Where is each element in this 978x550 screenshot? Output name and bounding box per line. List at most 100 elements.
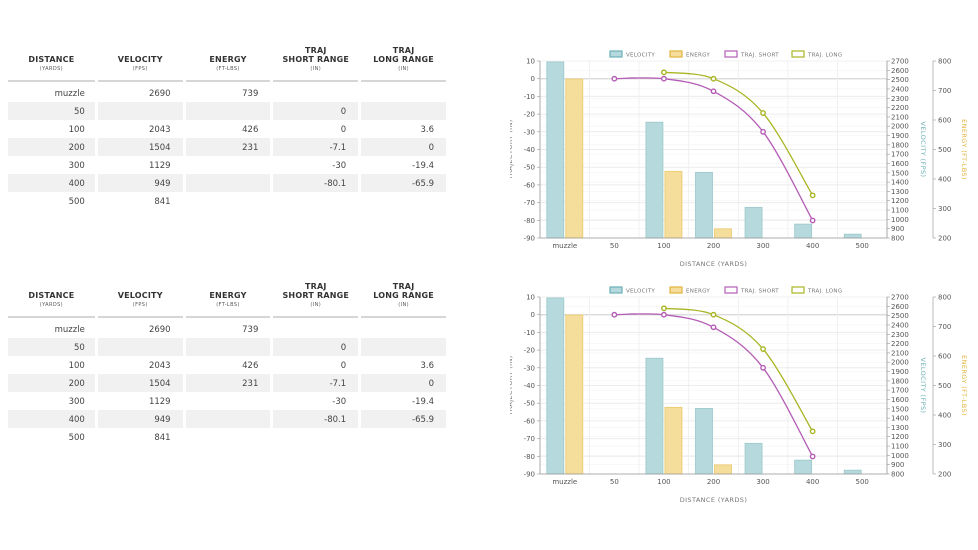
traj-short-point (710, 324, 717, 331)
table-cell (273, 318, 358, 338)
y-tick-label: 0 (531, 311, 535, 319)
velocity-bar (843, 233, 862, 239)
y2-tick-label: 800 (891, 471, 904, 479)
table-cell: 3.6 (420, 360, 434, 371)
velocity-bar (794, 459, 813, 475)
velocity-bar (794, 223, 813, 239)
table-cell: 3.6 (420, 124, 434, 135)
y3-tick-label: 300 (938, 205, 951, 213)
y-tick-label: -30 (524, 128, 535, 136)
table-cell: muzzle (54, 89, 85, 99)
traj-short-point (760, 364, 766, 371)
x-tick-label: 50 (610, 478, 619, 486)
y2-tick-label: 800 (891, 235, 904, 243)
table-cell: 200 (8, 138, 95, 156)
traj-long-line (663, 307, 814, 432)
y3-tick-label: 600 (938, 117, 951, 125)
table-cell: 2043 (148, 124, 171, 135)
table-cell: -65.9 (361, 174, 446, 192)
column-unit: (YARDS) (39, 66, 64, 72)
column-unit: (IN) (398, 66, 409, 72)
y2-tick-label: 1300 (891, 424, 909, 432)
table-cell (273, 428, 358, 446)
y3-tick-label: 800 (938, 294, 951, 302)
table-cell: 0 (273, 102, 359, 120)
column-unit: (FPS) (132, 302, 148, 308)
y3-tick-label: 200 (938, 471, 951, 479)
y3-tick-label: 800 (938, 58, 951, 66)
legend-swatch (669, 286, 683, 294)
y2-tick-label: 2100 (891, 113, 909, 121)
x-axis-title: DISTANCE (YARDS) (680, 496, 748, 504)
energy-bar (714, 228, 732, 239)
table-cell: 949 (97, 174, 183, 192)
table-cell: 50 (8, 102, 95, 120)
x-tick-label: 500 (856, 242, 869, 250)
table-cell: 841 (154, 196, 171, 207)
legend-label: VELOCITY (626, 53, 655, 59)
y-tick-label: -70 (524, 435, 535, 443)
table-cell (361, 82, 446, 102)
energy-bar (714, 464, 732, 475)
table-cell (361, 428, 446, 446)
y2-tick-label: 1800 (891, 377, 909, 385)
table-cell: 300 (68, 396, 85, 407)
table-cell: 841 (154, 432, 171, 443)
velocity-bar (546, 297, 565, 475)
column-header-label: ENERGY (209, 291, 247, 300)
table-cell (186, 428, 271, 446)
table-cell: 949 (97, 410, 183, 428)
traj-short-line (614, 77, 814, 221)
table-cell: 500 (68, 432, 85, 443)
table-cell (273, 82, 358, 102)
legend-swatch (724, 286, 738, 294)
y2-tick-label: 2200 (891, 104, 909, 112)
y2-tick-label: 1200 (891, 433, 909, 441)
y2-tick-label: 900 (891, 461, 904, 469)
legend-swatch (669, 50, 683, 58)
table-cell (185, 338, 271, 356)
table-cell: 739 (242, 325, 259, 335)
column-header-label: TRAJ (392, 282, 415, 291)
column-header-label: VELOCITY (117, 55, 163, 64)
y-tick-label: -70 (524, 199, 535, 207)
column-header: VELOCITY (FPS) (97, 282, 183, 318)
y2-tick-label: 1700 (891, 151, 909, 159)
table-row: 100 2043 426 0 3.6 (8, 120, 446, 138)
legend-swatch (791, 286, 805, 294)
y2-tick-label: 2600 (891, 303, 909, 311)
table-cell (185, 174, 271, 192)
column-header: DISTANCE (YARDS) (8, 282, 95, 318)
table-cell: 300 (68, 160, 85, 171)
column-unit: (YARDS) (39, 302, 64, 308)
traj-short-point (760, 128, 766, 135)
legend-label: TRAJ. SHORT (740, 53, 779, 59)
table-cell: -80.1 (273, 174, 359, 192)
y2-tick-label: 1600 (891, 396, 909, 404)
y3-tick-label: 300 (938, 441, 951, 449)
velocity-bar (695, 172, 713, 239)
column-header-label-2: SHORT RANGE (282, 291, 350, 300)
y3-tick-label: 500 (938, 146, 951, 154)
chart-svg: VELOCITY ENERGY TRAJ. SHORT TRAJ. LONG100-1… (510, 286, 968, 504)
table-row: muzzle 2690 739 (8, 82, 446, 102)
y3-tick-label: 500 (938, 382, 951, 390)
table-cell: 1504 (97, 374, 183, 392)
table-cell (361, 192, 446, 210)
table-row: muzzle 2690 739 (8, 318, 446, 338)
y3-tick-label: 400 (938, 176, 951, 184)
y-tick-label: 10 (526, 294, 535, 302)
x-tick-label: 400 (806, 478, 819, 486)
y2-tick-label: 2000 (891, 123, 909, 131)
velocity-bar (645, 121, 664, 239)
x-tick-label: 50 (610, 242, 619, 250)
column-unit: (FT-LBS) (216, 66, 240, 72)
y2-tick-label: 1000 (891, 452, 909, 460)
table-cell: -7.1 (273, 374, 359, 392)
y2-tick-label: 1200 (891, 197, 909, 205)
traj-short-point (809, 453, 816, 460)
y-tick-label: -40 (524, 382, 535, 390)
table-cell: -19.4 (412, 396, 434, 407)
legend-label: ENERGY (686, 289, 710, 295)
table-cell: 2690 (148, 325, 171, 335)
